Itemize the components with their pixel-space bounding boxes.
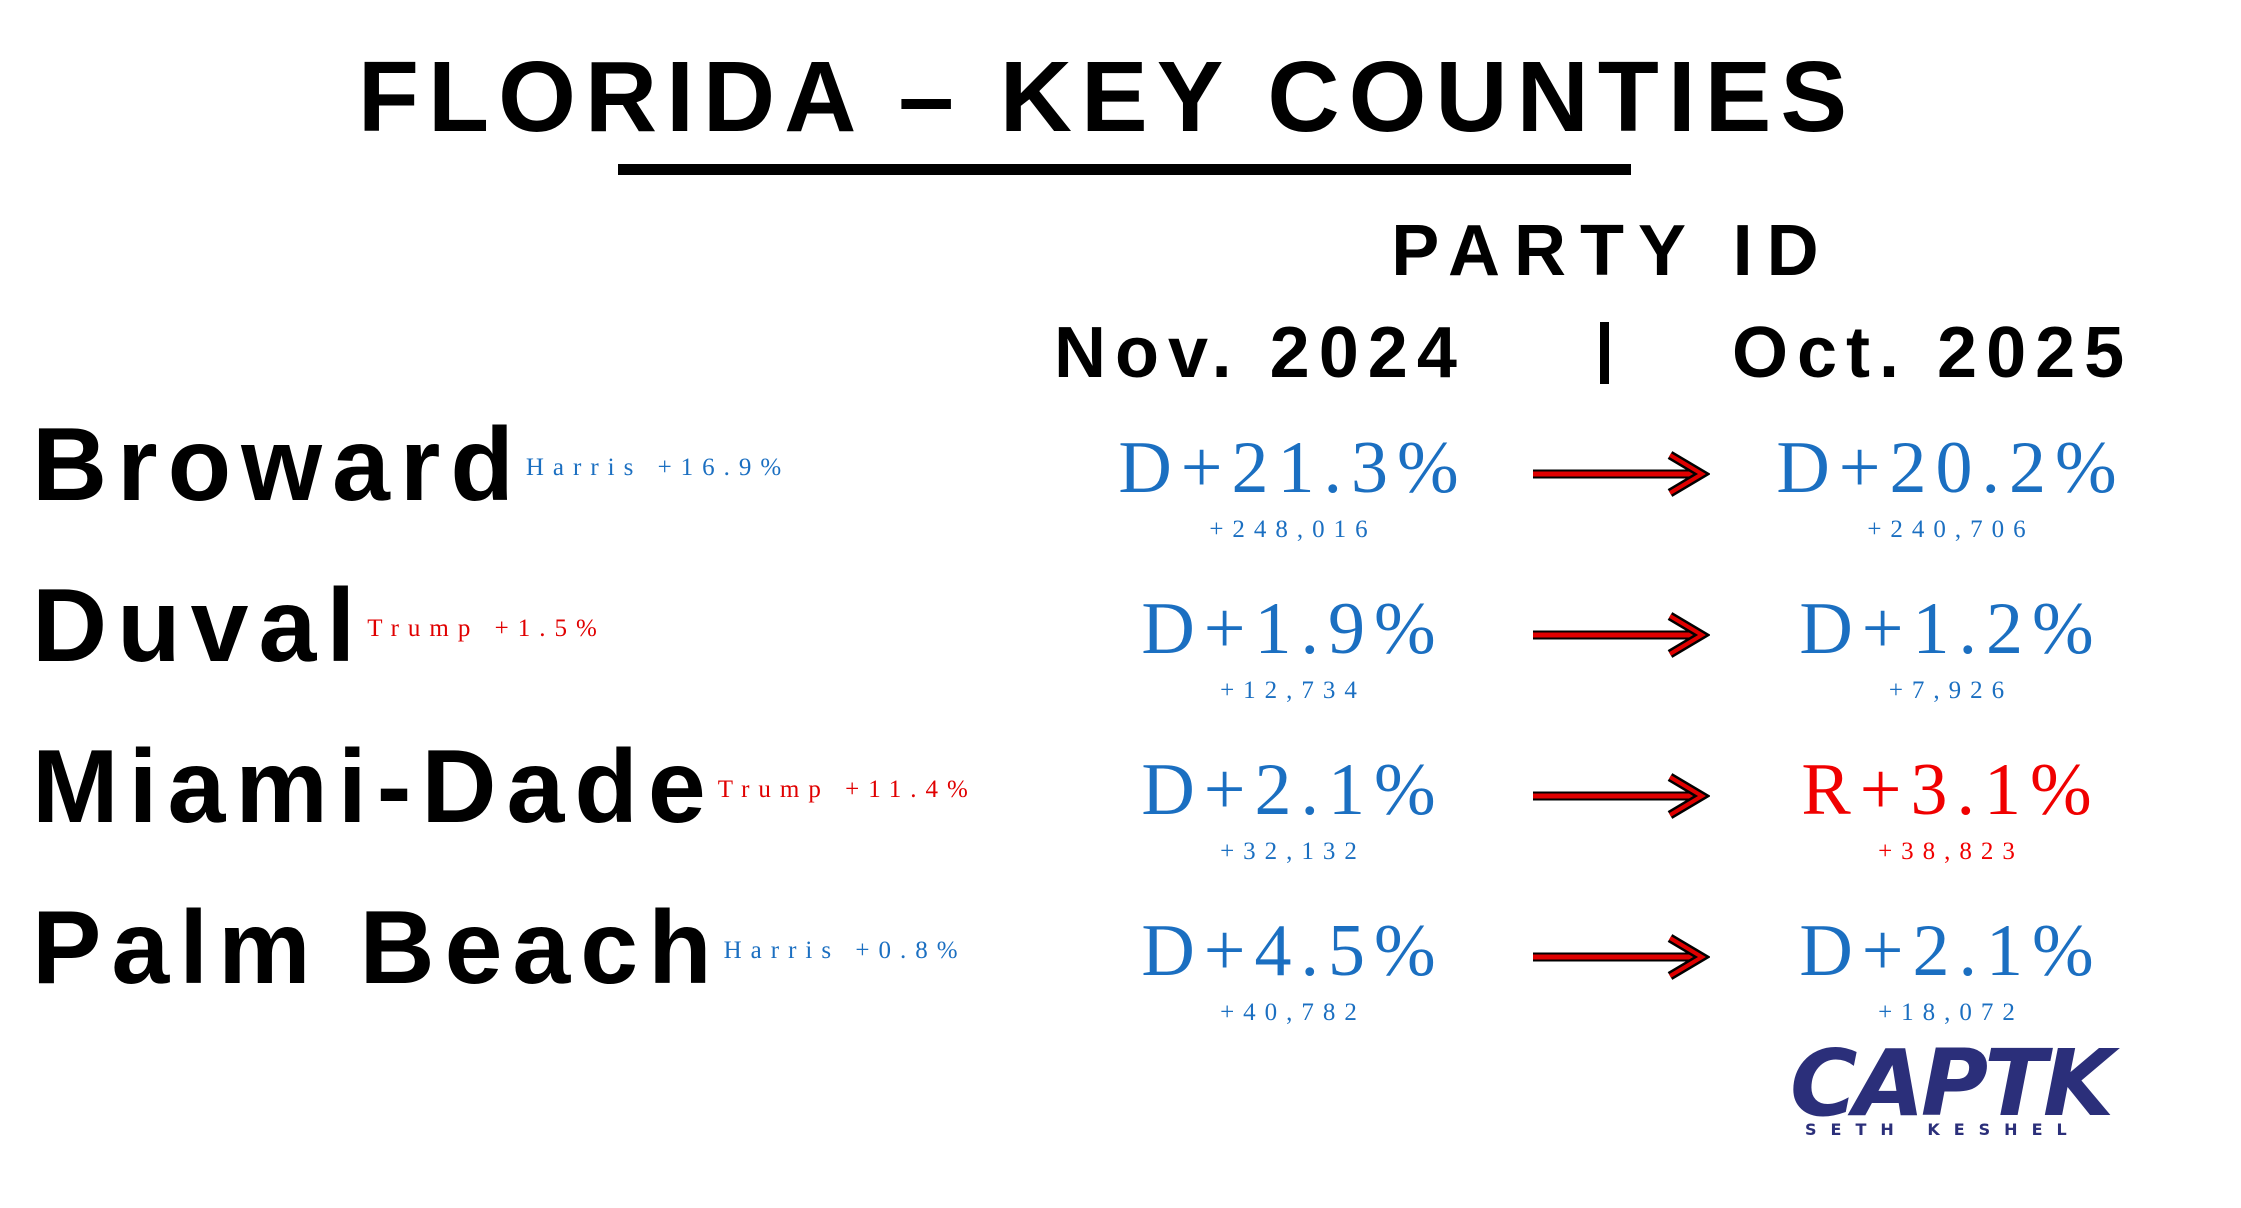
election-result: Trump +1.5% [367,615,606,642]
election-result: Trump +11.4% [717,776,977,803]
arrow [1533,612,1710,658]
column-from: Nov. 2024 [1054,313,1466,393]
arrow [1533,773,1710,819]
arrow [1533,451,1710,497]
margin-before: D+2.1% [1141,749,1445,831]
election-result: Harris +16.9% [525,454,791,481]
votes-after: +38,823 [1878,838,2024,865]
margin-after: D+1.2% [1799,588,2103,670]
county-name: Broward [32,407,524,523]
margin-before: D+1.9% [1141,588,1445,670]
votes-after: +240,706 [1867,516,2035,543]
logo-byline: SETH KESHEL [1805,1120,2081,1139]
column-separator [1600,322,1609,384]
column-to: Oct. 2025 [1732,313,2134,393]
votes-after: +7,926 [1888,677,2014,704]
title-underline [618,164,1631,175]
margin-before: D+4.5% [1141,910,1445,992]
column-heading: PARTY ID [1391,211,1833,291]
title: FLORIDA – KEY COUNTIES [357,41,1857,153]
margin-after: D+20.2% [1776,427,2126,509]
votes-before: +32,132 [1220,838,1366,865]
votes-before: +40,782 [1220,999,1366,1026]
votes-after: +18,072 [1878,999,2024,1026]
election-result: Harris +0.8% [723,937,967,964]
votes-before: +12,734 [1220,677,1366,704]
margin-after: D+2.1% [1799,910,2103,992]
county-name: Miami-Dade [32,729,716,845]
logo-name: CAPTK [1790,1030,2114,1137]
county-name: Duval [32,568,366,684]
margin-after: R+3.1% [1801,749,2101,831]
county-name: Palm Beach [32,890,722,1006]
votes-before: +248,016 [1209,516,1377,543]
arrow [1533,934,1710,980]
margin-before: D+21.3% [1118,427,1468,509]
